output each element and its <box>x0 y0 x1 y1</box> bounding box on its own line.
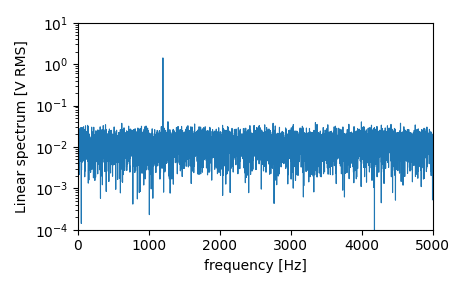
X-axis label: frequency [Hz]: frequency [Hz] <box>204 259 306 273</box>
Y-axis label: Linear spectrum [V RMS]: Linear spectrum [V RMS] <box>15 40 29 213</box>
